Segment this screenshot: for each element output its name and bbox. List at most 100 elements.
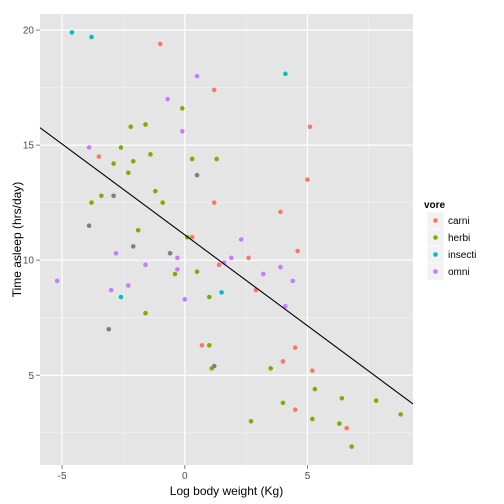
x-tick-label: -5: [58, 471, 67, 482]
data-point-carni: [310, 368, 315, 373]
data-point-omni: [180, 129, 185, 134]
data-point-herbi: [180, 106, 185, 111]
data-point-herbi: [310, 416, 315, 422]
data-point-na: [106, 326, 112, 332]
data-point-carni: [305, 177, 310, 182]
data-point-na: [194, 172, 200, 178]
data-point-na: [167, 251, 173, 256]
data-point-herbi: [148, 152, 153, 157]
data-point-insecti: [118, 294, 124, 300]
data-point-omni: [261, 271, 266, 277]
data-point-herbi: [398, 412, 404, 417]
data-point-omni: [86, 145, 92, 150]
data-point-insecti: [219, 290, 224, 295]
data-point-na: [211, 363, 217, 369]
legend-title: vore: [424, 200, 446, 211]
legend-label-carni: carni: [448, 216, 470, 227]
y-tick-label: 5: [28, 371, 34, 382]
y-tick-label: 20: [23, 26, 35, 37]
data-point-herbi: [268, 366, 273, 371]
data-point-omni: [290, 278, 296, 284]
data-point-carni: [292, 345, 298, 350]
data-point-herbi: [207, 294, 212, 300]
data-point-carni: [278, 209, 283, 215]
data-point-omni: [126, 283, 131, 288]
data-point-omni: [283, 303, 288, 309]
regression-line-group: [39, 127, 414, 405]
data-point-herbi: [128, 124, 134, 130]
y-axis-ticks: 5 10 15 20: [23, 26, 40, 382]
data-point-carni: [96, 154, 102, 159]
data-point-herbi: [312, 386, 318, 392]
data-point-herbi: [89, 200, 94, 205]
data-point-omni: [194, 73, 200, 79]
data-point-na: [111, 193, 116, 199]
data-point-herbi: [160, 200, 165, 205]
legend-key-omni: [433, 269, 438, 274]
legend: vore carni herbi insecti omni: [424, 200, 476, 281]
data-point-omni: [278, 264, 283, 270]
regression-line: [39, 127, 414, 405]
y-axis-title: Time asleep (hrs/day): [10, 182, 24, 298]
data-point-omni: [165, 96, 170, 102]
data-point-herbi: [130, 158, 136, 164]
x-tick-label: 0: [182, 471, 188, 482]
data-point-omni: [175, 267, 180, 272]
data-point-carni: [292, 407, 298, 413]
data-point-omni: [182, 297, 188, 302]
data-point-herbi: [194, 269, 200, 275]
data-point-insecti: [89, 34, 94, 40]
data-point-carni: [211, 87, 217, 93]
data-point-herbi: [373, 398, 379, 403]
data-point-herbi: [118, 145, 124, 150]
data-point-herbi: [248, 418, 254, 424]
legend-key-herbi: [433, 235, 438, 240]
data-point-herbi: [207, 343, 212, 348]
data-point-carni: [280, 359, 286, 364]
legend-label-insecti: insecti: [448, 250, 476, 261]
data-points: [54, 30, 404, 449]
data-point-omni: [238, 237, 244, 242]
legend-key-insecti: [433, 252, 438, 257]
data-point-insecti: [69, 30, 75, 35]
x-axis-title: Log body weight (Kg): [170, 484, 283, 498]
data-point-carni: [216, 262, 222, 268]
data-point-carni: [307, 124, 313, 130]
legend-key-carni: [433, 218, 438, 223]
data-point-insecti: [283, 71, 288, 77]
data-point-herbi: [143, 310, 148, 316]
y-tick-label: 10: [23, 256, 35, 267]
data-point-omni: [229, 255, 234, 261]
data-point-herbi: [339, 395, 345, 401]
data-point-herbi: [143, 122, 148, 127]
data-point-herbi: [189, 156, 195, 162]
data-point-carni: [295, 248, 300, 254]
minor-gridlines: [40, 14, 413, 465]
data-point-herbi: [349, 444, 354, 449]
legend-label-omni: omni: [448, 267, 470, 278]
major-gridlines: [40, 14, 413, 465]
plot-panel: [40, 14, 413, 465]
data-point-herbi: [99, 193, 104, 199]
data-point-omni: [54, 278, 60, 284]
x-tick-label: 5: [305, 471, 311, 482]
data-point-herbi: [172, 271, 178, 277]
data-point-na: [130, 244, 136, 249]
y-tick-label: 15: [23, 141, 35, 152]
data-point-herbi: [337, 421, 342, 426]
legend-label-herbi: herbi: [448, 233, 470, 244]
data-point-carni: [199, 343, 205, 348]
data-point-omni: [108, 287, 114, 293]
data-point-carni: [246, 255, 251, 261]
data-point-herbi: [126, 170, 131, 176]
data-point-herbi: [111, 161, 116, 166]
data-point-carni: [189, 234, 195, 240]
data-point-herbi: [153, 188, 158, 194]
x-axis-ticks: -5 0 5: [58, 465, 311, 482]
data-point-herbi: [280, 400, 286, 406]
data-point-omni: [143, 262, 148, 268]
data-point-herbi: [135, 227, 141, 233]
data-point-carni: [344, 425, 350, 431]
data-point-herbi: [214, 156, 219, 162]
